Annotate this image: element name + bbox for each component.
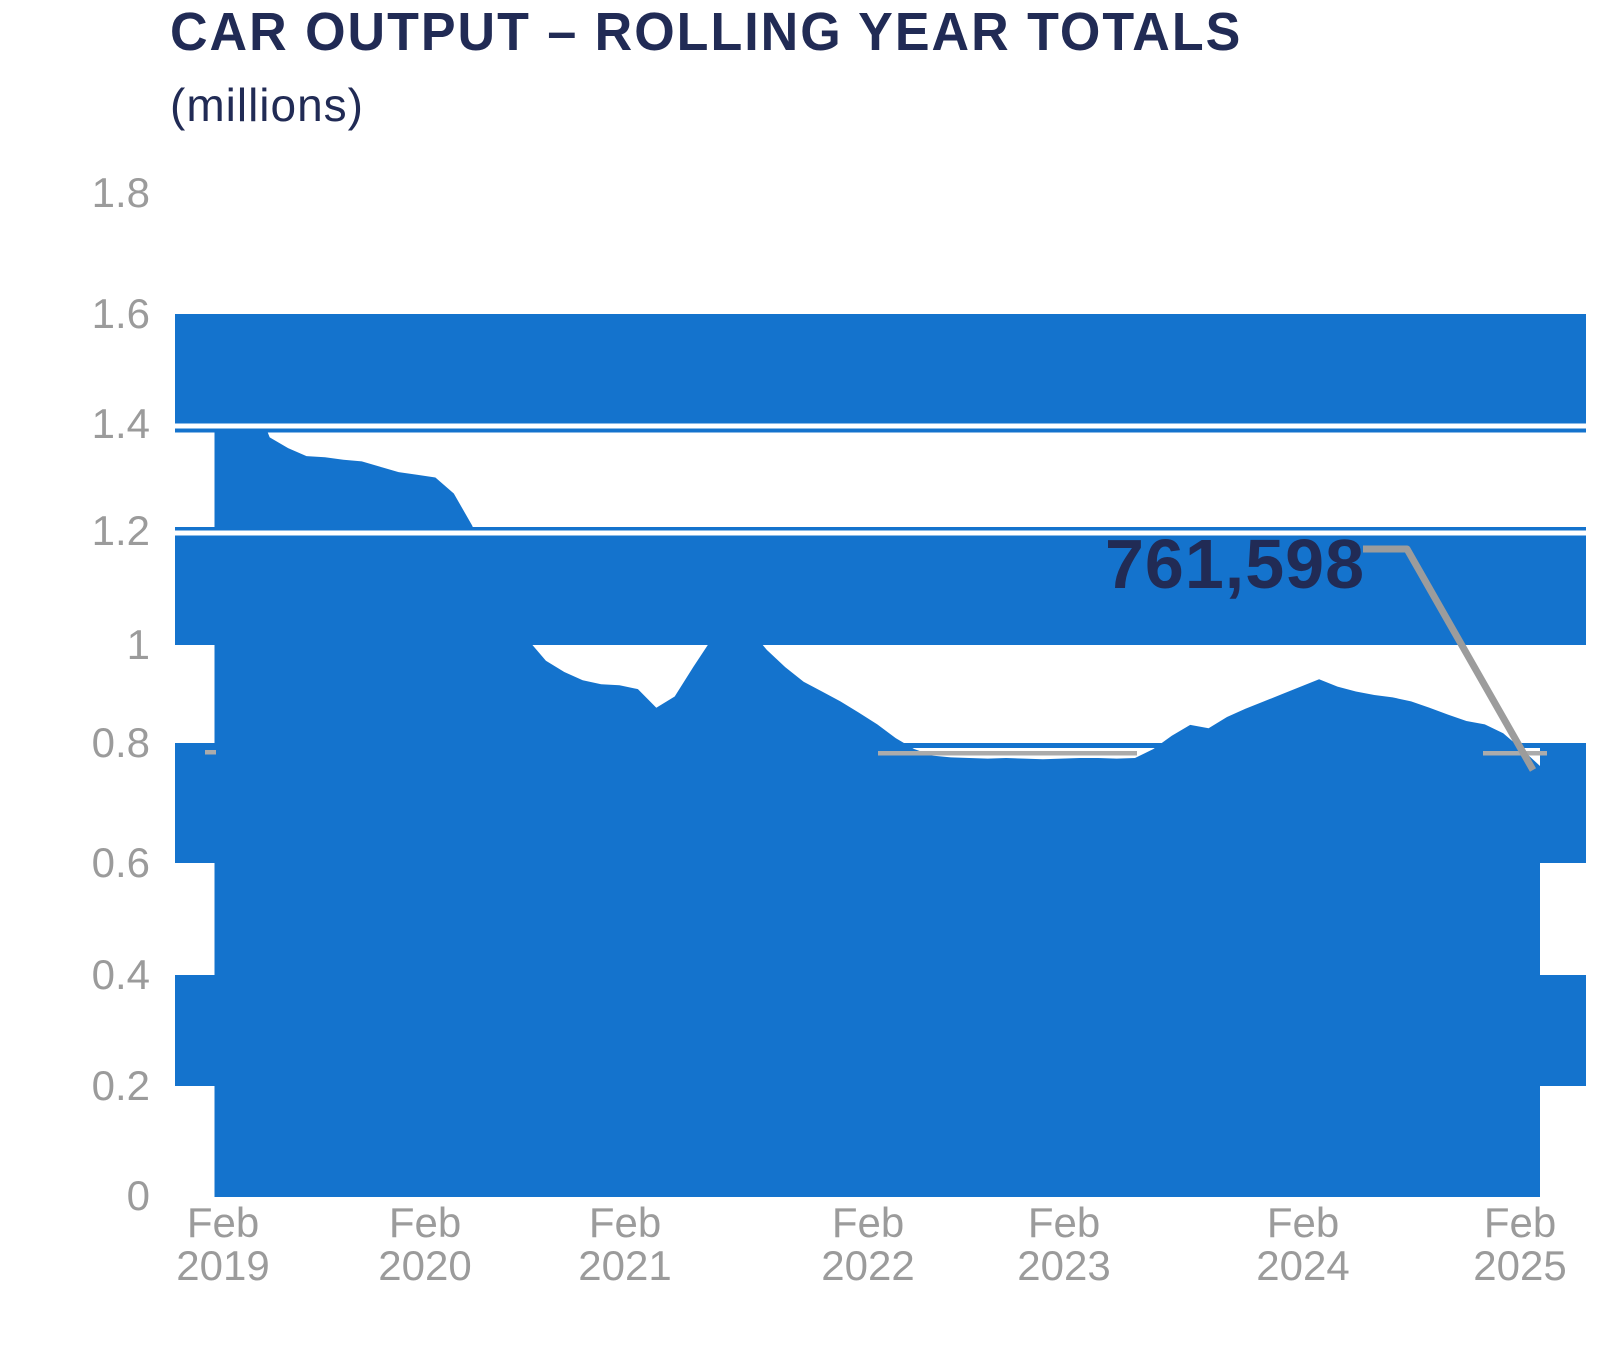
stripe-right-0_6-0_8 xyxy=(1540,743,1586,863)
x-tick-month: Feb xyxy=(831,1199,905,1246)
area-series xyxy=(214,352,1540,1197)
x-tick-year: 2024 xyxy=(1256,1242,1350,1289)
x-tick-year: 2022 xyxy=(821,1242,915,1289)
x-tick-label: Feb 2021 xyxy=(545,1201,705,1287)
reference-dash-right xyxy=(1483,751,1547,756)
x-tick-label: Feb 2024 xyxy=(1223,1201,1383,1287)
x-tick-month: Feb xyxy=(1483,1199,1557,1246)
chart-subtitle: (millions) xyxy=(170,79,364,131)
stripe-left-0_6-0_8 xyxy=(175,743,215,863)
x-tick-month: Feb xyxy=(388,1199,462,1246)
y-tick-label: 0.4 xyxy=(91,951,150,998)
gridline-1_2-blue xyxy=(175,527,1586,531)
x-tick-label: Feb 2020 xyxy=(345,1201,505,1287)
x-tick-label: Feb 2019 xyxy=(143,1201,303,1287)
gridline-1_4-white xyxy=(175,423,1586,429)
x-tick-year: 2021 xyxy=(578,1242,672,1289)
stripe-left-0_2-0_4 xyxy=(175,975,215,1086)
band-1_0-1_2 xyxy=(175,535,1586,645)
x-tick-label: Feb 2025 xyxy=(1440,1201,1600,1287)
annotation-value: 761,598 xyxy=(1105,525,1366,603)
y-tick-label: 0 xyxy=(126,1172,150,1219)
y-tick-label: 1 xyxy=(126,621,150,668)
y-tick-label: 1.4 xyxy=(91,400,150,447)
y-tick-label: 1.6 xyxy=(91,290,150,337)
x-tick-year: 2020 xyxy=(378,1242,472,1289)
y-tick-label: 0.8 xyxy=(91,719,150,766)
y-tick-label: 0.6 xyxy=(91,839,150,886)
gridline-0_8-blue xyxy=(175,743,1586,748)
x-tick-year: 2025 xyxy=(1473,1242,1567,1289)
x-tick-month: Feb xyxy=(1266,1199,1340,1246)
x-tick-month: Feb xyxy=(588,1199,662,1246)
y-tick-label: 1.2 xyxy=(91,507,150,554)
stripe-right-0_2-0_4 xyxy=(1540,975,1586,1086)
gridline-1_4-blue xyxy=(175,428,1586,433)
y-tick-label: 0.2 xyxy=(91,1062,150,1109)
x-tick-year: 2023 xyxy=(1017,1242,1111,1289)
band-1_4-1_6 xyxy=(175,314,1586,424)
chart-title: CAR OUTPUT – ROLLING YEAR TOTALS xyxy=(170,2,1243,63)
x-tick-month: Feb xyxy=(1027,1199,1101,1246)
callout-leader-line xyxy=(1363,545,1537,772)
x-tick-month: Feb xyxy=(186,1199,260,1246)
y-tick-label: 1.8 xyxy=(91,169,150,216)
reference-dash-left xyxy=(205,750,216,755)
x-tick-year: 2019 xyxy=(176,1242,270,1289)
x-tick-label: Feb 2023 xyxy=(984,1201,1144,1287)
gridline-1_2-white xyxy=(175,530,1586,536)
reference-dash-middle xyxy=(878,751,1137,756)
x-tick-label: Feb 2022 xyxy=(788,1201,948,1287)
